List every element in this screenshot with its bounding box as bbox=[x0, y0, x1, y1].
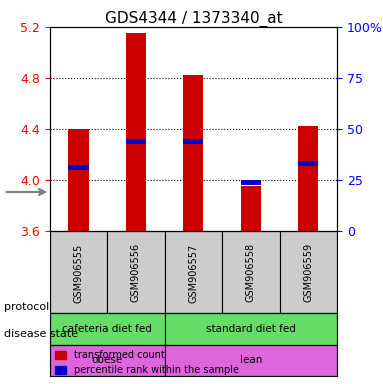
Text: GSM906559: GSM906559 bbox=[303, 243, 313, 303]
Text: cafeteria diet fed: cafeteria diet fed bbox=[62, 324, 152, 334]
FancyBboxPatch shape bbox=[107, 231, 165, 313]
Text: GSM906558: GSM906558 bbox=[246, 243, 256, 303]
FancyBboxPatch shape bbox=[280, 231, 337, 313]
FancyBboxPatch shape bbox=[50, 231, 107, 313]
FancyBboxPatch shape bbox=[222, 231, 280, 313]
Text: protocol: protocol bbox=[4, 302, 49, 312]
Bar bbox=[241, 180, 261, 185]
Bar bbox=[298, 126, 318, 231]
Text: obese: obese bbox=[92, 356, 123, 366]
Text: GSM906557: GSM906557 bbox=[188, 243, 198, 303]
FancyBboxPatch shape bbox=[165, 313, 337, 344]
Bar bbox=[69, 165, 88, 170]
FancyBboxPatch shape bbox=[165, 231, 222, 313]
FancyBboxPatch shape bbox=[50, 344, 165, 376]
Text: GSM906555: GSM906555 bbox=[74, 243, 83, 303]
Legend: transformed count, percentile rank within the sample: transformed count, percentile rank withi… bbox=[51, 346, 243, 379]
FancyBboxPatch shape bbox=[50, 313, 165, 344]
Bar bbox=[126, 33, 146, 231]
Text: GSM906556: GSM906556 bbox=[131, 243, 141, 303]
Bar bbox=[183, 75, 203, 231]
Bar bbox=[183, 139, 203, 144]
Text: standard diet fed: standard diet fed bbox=[206, 324, 296, 334]
Bar bbox=[126, 139, 146, 144]
Title: GDS4344 / 1373340_at: GDS4344 / 1373340_at bbox=[105, 11, 282, 27]
Text: lean: lean bbox=[240, 356, 262, 366]
Bar bbox=[241, 186, 261, 231]
Bar bbox=[298, 161, 318, 166]
Text: disease state: disease state bbox=[4, 329, 78, 339]
Bar bbox=[69, 129, 88, 231]
FancyBboxPatch shape bbox=[165, 344, 337, 376]
